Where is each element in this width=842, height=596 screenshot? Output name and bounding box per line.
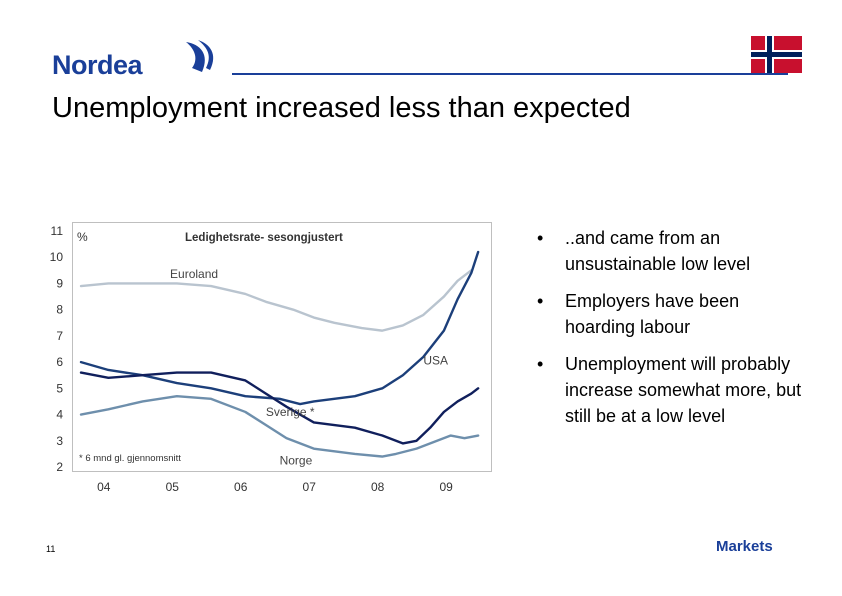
y-tick-label: 11: [51, 224, 64, 238]
bullet-list: • ..and came from an unsustainable low l…: [537, 225, 807, 440]
series-label: Norge: [280, 453, 313, 467]
bullet-symbol: •: [537, 291, 544, 311]
series-line: [79, 371, 480, 445]
series-label: USA: [423, 354, 448, 368]
y-tick-label: 6: [56, 355, 63, 369]
bullet-text: Unemployment will probably increase some…: [565, 354, 802, 426]
y-tick-label: 4: [56, 408, 63, 422]
bullet-item: • Employers have been hoarding labour: [537, 288, 807, 340]
x-tick-label: 09: [439, 480, 453, 494]
x-tick-label: 06: [234, 480, 248, 494]
unemployment-chart: 2 3 4 5 6 7 8 9 10 11 04 05 06 07 08 09% Ledighetsrate- …: [50, 224, 480, 494]
y-tick-label: 7: [56, 329, 63, 343]
y-axis-unit: %: [77, 230, 88, 244]
y-tick-label: 9: [56, 276, 63, 290]
chart-frame: 2 3 4 5 6 7 8 9 10 11 04 05 06 07 08 09% Ledighetsrate- …: [50, 222, 492, 494]
y-tick-label: 10: [50, 250, 64, 264]
series-label: Sverige *: [266, 405, 315, 419]
page-title: Unemployment increased less than expecte…: [52, 92, 631, 124]
x-tick-label: 07: [303, 480, 317, 494]
y-tick-label: 3: [56, 434, 63, 448]
x-tick-label: 08: [371, 480, 385, 494]
nordea-logo: Nordea: [52, 40, 222, 84]
series-line: [79, 394, 480, 458]
x-tick-label: 05: [166, 480, 180, 494]
chart-annotation: * 6 mnd gl. gjennomsnitt: [79, 453, 181, 464]
logo-wordmark: Nordea: [52, 50, 143, 80]
series-label: Euroland: [170, 267, 218, 281]
x-tick-label: 04: [97, 480, 111, 494]
y-tick-label: 8: [56, 303, 63, 317]
series-line: [79, 250, 480, 406]
bullet-text: ..and came from an unsustainable low lev…: [565, 228, 751, 274]
chart-title: Ledighetsrate- sesongjustert: [185, 232, 343, 244]
markets-label: Markets: [716, 538, 773, 555]
norway-flag-icon: [751, 36, 802, 73]
y-tick-label: 2: [56, 460, 63, 474]
bullet-text: Employers have been hoarding labour: [565, 291, 740, 337]
y-tick-label: 5: [56, 381, 63, 395]
bullet-item: • ..and came from an unsustainable low l…: [537, 225, 807, 277]
bullet-symbol: •: [537, 228, 544, 248]
bullet-item: • Unemployment will probably increase so…: [537, 351, 807, 429]
page-number: 11: [46, 544, 56, 554]
header-rule: [232, 73, 788, 75]
sail-icon: [186, 40, 214, 72]
series-line: [79, 269, 473, 332]
bullet-symbol: •: [537, 354, 544, 374]
